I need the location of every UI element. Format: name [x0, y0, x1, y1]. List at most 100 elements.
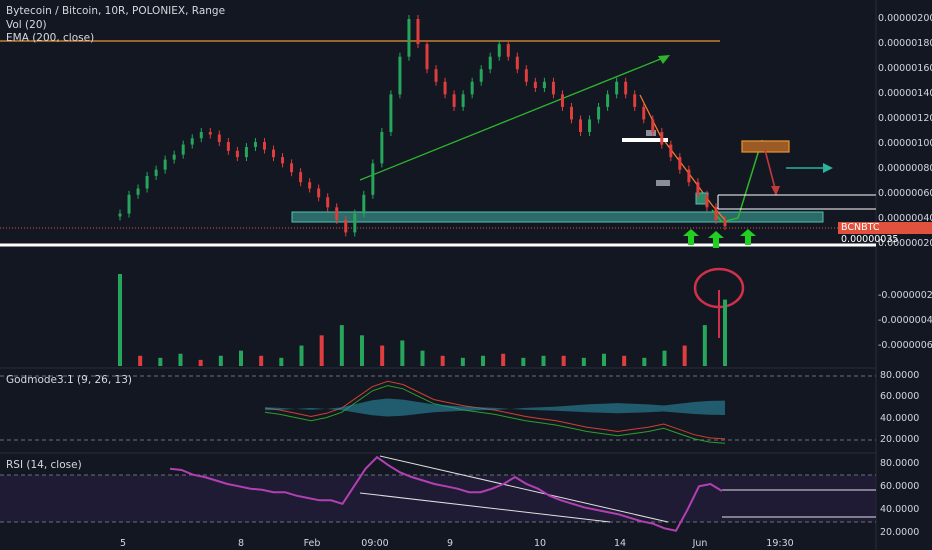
candle — [479, 69, 483, 82]
volume-bar — [259, 355, 264, 366]
rsi-axis-label: 60.0000 — [880, 481, 920, 492]
ema-legend: EMA (200, close) — [6, 32, 95, 44]
candle — [696, 182, 700, 195]
candle — [335, 207, 339, 220]
candle — [172, 154, 176, 160]
candle — [560, 94, 564, 107]
candle — [615, 81, 619, 95]
volume-bar — [682, 345, 687, 366]
volume-bar — [178, 353, 183, 366]
buy-arrow — [683, 229, 699, 245]
candles-group — [118, 15, 727, 237]
volume-bar — [239, 350, 243, 366]
candle — [434, 69, 438, 82]
candle — [290, 163, 294, 173]
candle — [199, 132, 203, 139]
candle — [272, 149, 276, 158]
rsi-band — [0, 475, 876, 522]
candle — [461, 94, 465, 107]
price-axis-label: 0.00000080 — [878, 163, 932, 174]
candle — [597, 106, 601, 120]
candle — [551, 81, 555, 95]
candle — [226, 142, 230, 151]
x-axis-label: 9 — [446, 538, 454, 549]
x-axis-label: 5 — [119, 538, 127, 549]
volume-bar — [339, 325, 344, 366]
candle — [425, 44, 429, 70]
candle — [208, 132, 212, 135]
volume-bar — [319, 335, 324, 366]
candle — [506, 44, 510, 57]
price-axis-label: 0.00000100 — [878, 138, 932, 149]
candle — [181, 144, 185, 155]
candle — [515, 56, 519, 70]
x-axis-label: 10 — [533, 538, 547, 549]
volume-bar — [642, 357, 647, 366]
candle — [118, 213, 122, 217]
godmode-axis-label: 80.0000 — [880, 370, 920, 381]
volume-bar — [420, 350, 425, 366]
volume-bar — [380, 345, 385, 366]
volume-bar — [400, 340, 405, 366]
candle — [326, 197, 330, 208]
candle — [398, 56, 402, 95]
projection-down-arrow — [771, 186, 780, 196]
candle — [299, 172, 303, 183]
volume-bar — [440, 355, 445, 366]
volume-bar — [561, 355, 566, 366]
rsi-trendline-lower — [359, 492, 611, 523]
volume-axis-label: -0.00000040 — [878, 315, 932, 326]
volume-bar — [501, 353, 506, 366]
candle — [253, 142, 257, 148]
candle — [642, 106, 646, 120]
godmode-cloud — [265, 398, 725, 417]
candle — [588, 119, 592, 132]
candle — [569, 106, 573, 120]
volume-bars-group — [118, 274, 727, 366]
volume-bar — [118, 274, 122, 366]
main-legend: Bytecoin / Bitcoin, 10R, POLONIEX, Range — [6, 5, 226, 17]
godmode-slow-line — [264, 385, 726, 444]
candle — [488, 56, 492, 70]
x-axis-label: 19:30 — [766, 538, 794, 549]
candle — [452, 94, 456, 107]
grey-marker — [656, 180, 670, 186]
candle — [524, 69, 528, 82]
price-tag-value: 0.00000035 — [841, 234, 899, 245]
candle — [714, 207, 718, 220]
candle — [669, 144, 673, 158]
candle — [244, 147, 248, 158]
candle — [145, 175, 149, 189]
candle — [136, 188, 140, 195]
candle — [660, 132, 664, 145]
volume-bar — [602, 353, 606, 366]
volume-bar — [138, 355, 143, 366]
candle — [235, 150, 239, 158]
candle — [624, 81, 628, 95]
candle — [281, 157, 285, 164]
candle — [262, 142, 266, 150]
rsi-trendline-upper — [379, 455, 669, 523]
x-axis-label: Jun — [692, 538, 708, 549]
candle — [371, 163, 375, 195]
candle — [407, 19, 411, 57]
candle — [606, 94, 610, 107]
candle — [497, 44, 501, 57]
price-axis-label: 0.00000120 — [878, 113, 932, 124]
volume-bar — [541, 355, 546, 366]
x-axis-label: 14 — [613, 538, 627, 549]
rsi-axis-label: 80.0000 — [880, 458, 920, 469]
price-axis-label: 0.00000060 — [878, 188, 932, 199]
candle — [308, 182, 312, 189]
candle — [217, 134, 221, 143]
volume-axis-label: -0.00000060 — [878, 340, 932, 351]
price-axis-label: 0.00000200 — [878, 13, 932, 24]
candle — [154, 169, 158, 176]
candle — [362, 194, 366, 214]
rsi-legend: RSI (14, close) — [6, 459, 82, 471]
candle — [470, 81, 474, 95]
trend-arrow-head — [658, 55, 670, 64]
candle — [190, 138, 194, 145]
candle — [579, 119, 583, 132]
